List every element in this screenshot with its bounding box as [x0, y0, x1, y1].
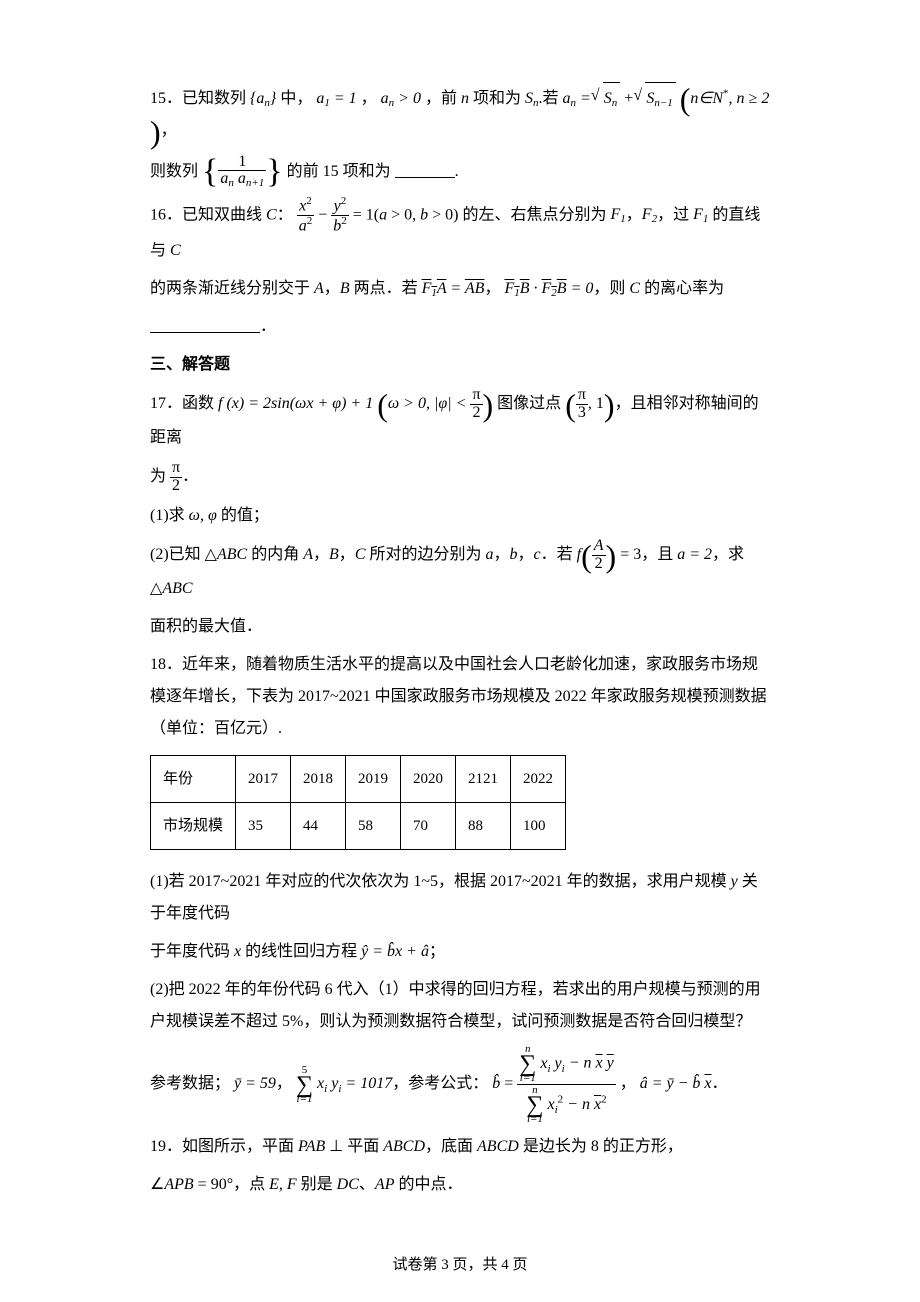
q15-mid3: 项和为: [469, 90, 525, 107]
th-2022: 2022: [511, 756, 566, 803]
th-2019: 2019: [346, 756, 401, 803]
q18-ref2: ，参考公式：: [392, 1075, 488, 1092]
td-label: 市场规模: [151, 803, 236, 850]
q19-sep: 、: [359, 1176, 375, 1193]
page-body: 15．已知数列 {an} 中， a1 = 1 ， an > 0 ，前 n 项和为…: [0, 0, 920, 1201]
q18-c2: ，: [620, 1075, 636, 1092]
q17-sub1t: 的值；: [217, 507, 269, 524]
q16-l2a: 的两条渐近线分别交于: [150, 280, 314, 297]
page-footer: 试卷第 3 页，共 4 页: [0, 1253, 920, 1274]
q18-c1: ，: [276, 1075, 292, 1092]
td-1: 44: [291, 803, 346, 850]
q15-line2: 则数列 {1an an+1} 的前 15 项和为 .: [150, 154, 770, 190]
q19-line2: ∠APB = 90°，点 E, F 别是 DC、AP 的中点．: [150, 1169, 770, 1201]
q16-mid2: ，过: [657, 206, 693, 223]
q17-l2a: 为: [150, 468, 170, 485]
q18-p2b2: 于年度代码: [150, 943, 234, 960]
q16-line1: 16．已知双曲线 C： x2a2 − y2b2 = 1(a > 0, b > 0…: [150, 196, 770, 267]
td-2: 58: [346, 803, 401, 850]
q16-mid1: 的左、右焦点分别为: [462, 206, 610, 223]
q19-line1: 19．如图所示，平面 PAB ⊥ 平面 ABCD，底面 ABCD 是边长为 8 …: [150, 1131, 770, 1163]
q16-colon: ：: [277, 206, 293, 223]
q18-table: 年份 2017 2018 2019 2020 2121 2022 市场规模 35…: [150, 755, 566, 850]
q15-c1: ，: [361, 90, 377, 107]
q19-tail2: 别是: [297, 1176, 337, 1193]
q18-p2c: 的线性回归方程: [241, 943, 361, 960]
q16-mid4: 两点．若: [350, 280, 422, 297]
th-2017: 2017: [236, 756, 291, 803]
q16-period: ．: [260, 318, 276, 335]
q17-line1: 17．函数 f (x) = 2sin(ωx + φ) + 1 (ω > 0, |…: [150, 387, 770, 454]
td-4: 88: [456, 803, 511, 850]
section-3-title: 三、解答题: [150, 349, 770, 381]
q17-sub1: (1)求 ω, φ 的值；: [150, 500, 770, 532]
q17-l1a: 17．函数: [150, 395, 218, 412]
q18-p1: 18．近年来，随着物质生活水平的提高以及中国社会人口老龄化加速，家政服务市场规模…: [150, 649, 770, 745]
q15-prefix: 15．已知数列: [150, 90, 246, 107]
th-2121: 2121: [456, 756, 511, 803]
q17-sub1a: (1)求: [150, 507, 189, 524]
q15-period: .: [455, 163, 459, 180]
q15-l2b: 的前 15 项和为: [287, 163, 391, 180]
q18-p2-cont: 于年度代码 x 的线性回归方程 ŷ = b̂x + â；: [150, 936, 770, 968]
table-row: 市场规模 35 44 58 70 88 100: [151, 803, 566, 850]
q19-tail3: 的中点．: [394, 1176, 462, 1193]
q18-period: ．: [712, 1075, 728, 1092]
q16-c3: ，: [484, 280, 500, 297]
q17-line2: 为 π2．: [150, 460, 770, 495]
q19-mid2: ，点: [233, 1176, 269, 1193]
q19-sq: 平面: [347, 1138, 383, 1155]
q18-p2a: (1)若 2017~2021 年对应的代次依次为 1~5，根据 2017~202…: [150, 873, 731, 890]
q15-mid4: .若: [538, 90, 562, 107]
q18-ref: 参考数据； ȳ = 59， 5∑i=1 xi yi = 1017，参考公式： b…: [150, 1044, 770, 1125]
q16-line2: 的两条渐近线分别交于 A，B 两点．若 F1A = AB， F1B · F2B …: [150, 273, 770, 305]
q17-mid1: 图像过点: [497, 395, 565, 412]
q15-l2a: 则数列: [150, 163, 198, 180]
table-row: 年份 2017 2018 2019 2020 2121 2022: [151, 756, 566, 803]
q17-sub2f: ，求: [712, 546, 744, 563]
td-3: 70: [401, 803, 456, 850]
q16-prefix: 16．已知双曲线: [150, 206, 266, 223]
q17-sub2c: 所对的边分别为: [365, 546, 485, 563]
q17-sub2a: (2)已知: [150, 546, 205, 563]
q15-line1: 15．已知数列 {an} 中， a1 = 1 ， an > 0 ，前 n 项和为…: [150, 82, 770, 148]
td-0: 35: [236, 803, 291, 850]
q17-sub2e: ，且: [641, 546, 677, 563]
q16-tail: 的离心率为: [640, 280, 724, 297]
q15-tailc: ，: [161, 122, 177, 139]
th-year: 年份: [151, 756, 236, 803]
q17-sub2b: 的内角: [247, 546, 303, 563]
q16-line3: ．: [150, 311, 770, 343]
q17-sub2d: ．若: [541, 546, 577, 563]
q19-l1a: 19．如图所示，平面: [150, 1138, 298, 1155]
q18-p3: (2)把 2022 年的年份代码 6 代入（1）中求得的回归方程，若求出的用户规…: [150, 974, 770, 1038]
q16-c1: ，: [626, 206, 642, 223]
q17-sub2: (2)已知 △ABC 的内角 A，B，C 所对的边分别为 a，b，c．若 f(A…: [150, 538, 770, 605]
q17-period1: ．: [182, 468, 198, 485]
q16-blank: [150, 331, 260, 333]
q15-mid2: ，前: [425, 90, 461, 107]
td-5: 100: [511, 803, 566, 850]
q18-reflab: 参考数据；: [150, 1075, 230, 1092]
th-2018: 2018: [291, 756, 346, 803]
q18-p2d: ；: [429, 943, 445, 960]
q19-mid: ，底面: [425, 1138, 477, 1155]
q15-mid1: 中，: [280, 90, 312, 107]
q15-blank: [395, 176, 455, 178]
th-2020: 2020: [401, 756, 456, 803]
q16-mid5: ，则: [593, 280, 629, 297]
q17-sub3: 面积的最大值．: [150, 611, 770, 643]
q18-p2: (1)若 2017~2021 年对应的代次依次为 1~5，根据 2017~202…: [150, 866, 770, 930]
q19-tail1: 是边长为 8 的正方形，: [519, 1138, 683, 1155]
q16-c2: ，: [324, 280, 340, 297]
